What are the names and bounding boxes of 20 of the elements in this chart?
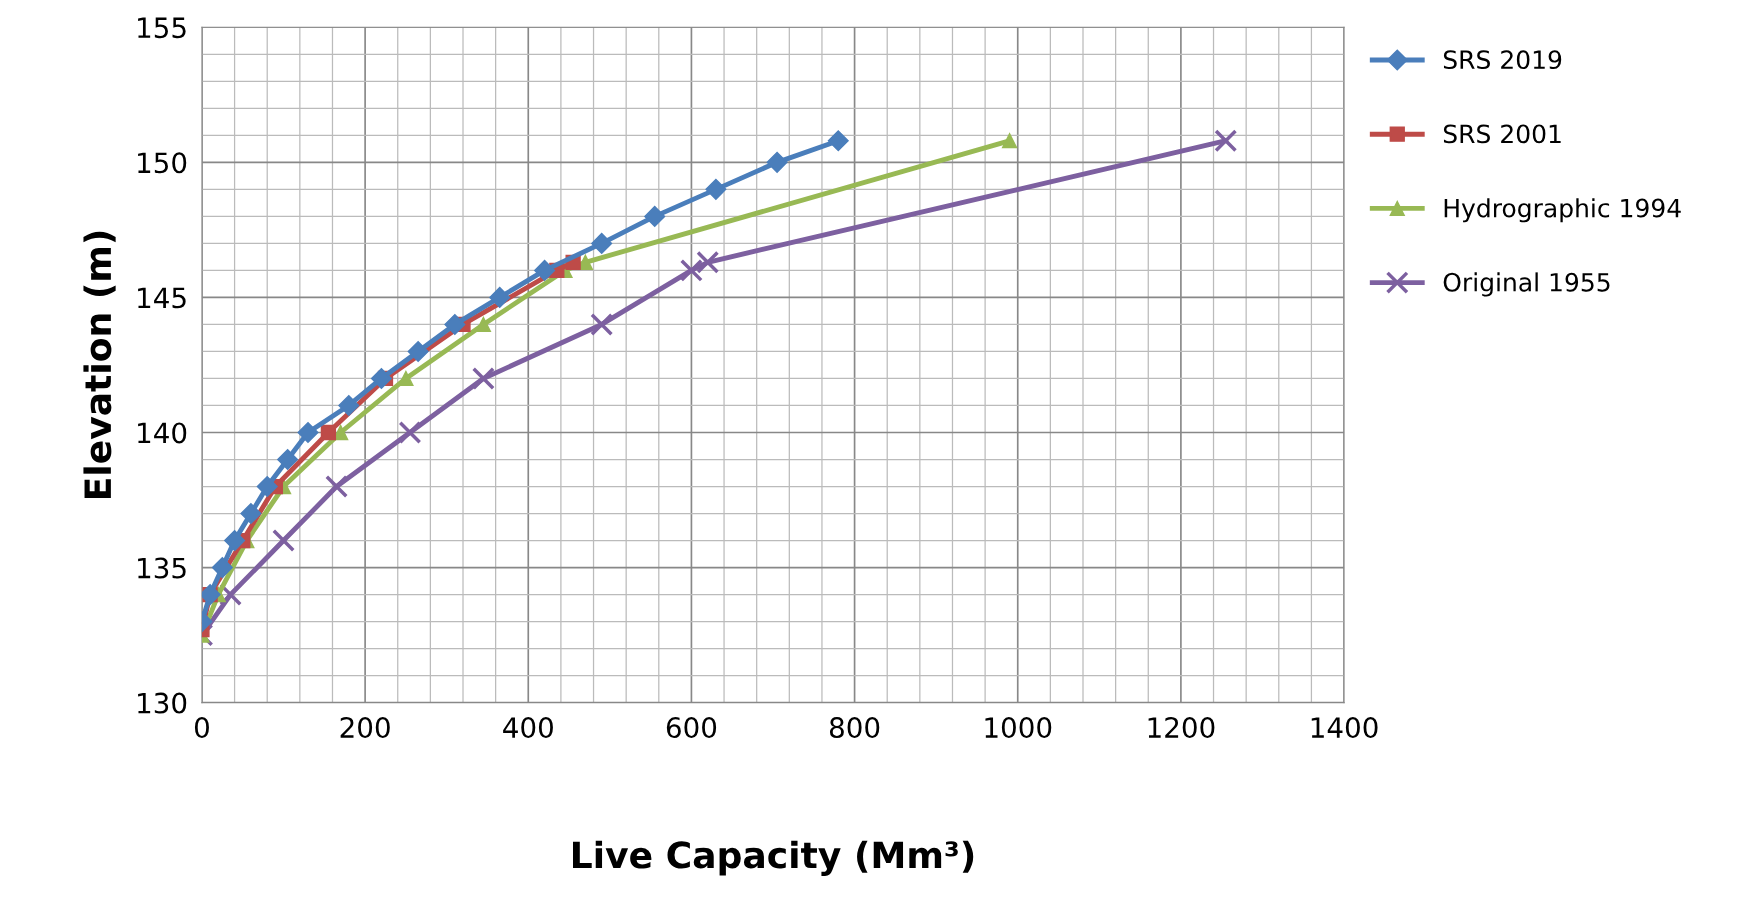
x-axis-title: Live Capacity (Mm³) [573, 840, 974, 876]
x-tick-label: 1200 [1148, 717, 1215, 739]
x-tick-label: 0 [194, 717, 209, 739]
x-tick-label: 800 [829, 717, 880, 739]
x-tick-label: 1400 [1311, 717, 1378, 739]
y-tick-label: 150 [138, 152, 187, 174]
x-tick-label: 400 [503, 717, 553, 739]
x-tick-label: 600 [666, 717, 717, 739]
x-tick-label: 1000 [985, 717, 1052, 739]
legend-label: SRS 2019 [1443, 50, 1562, 70]
legend-label: SRS 2001 [1443, 124, 1561, 144]
legend-label: Hydrographic 1994 [1444, 198, 1681, 223]
y-tick-label: 155 [138, 17, 186, 39]
x-tick-label: 200 [340, 717, 390, 739]
legend-label: Original 1955 [1443, 272, 1610, 297]
y-tick-label: 130 [138, 692, 187, 714]
y-axis-title: Elevation (m) [83, 231, 116, 499]
y-tick-label: 140 [138, 422, 187, 444]
y-tick-label: 135 [138, 557, 186, 579]
y-tick-label: 145 [138, 287, 186, 309]
